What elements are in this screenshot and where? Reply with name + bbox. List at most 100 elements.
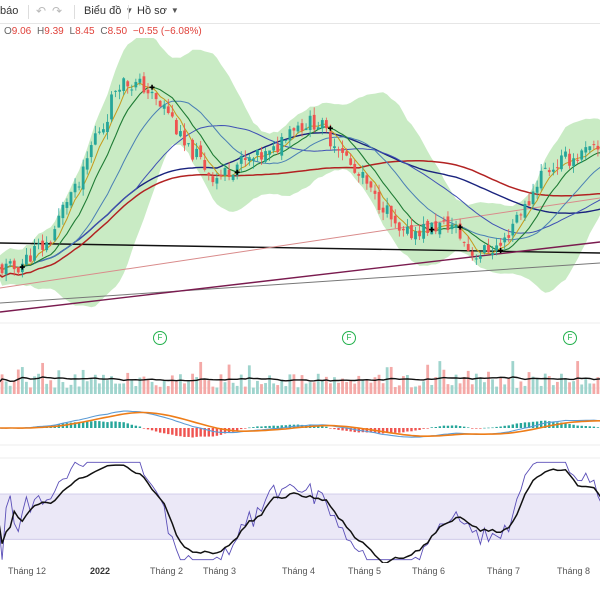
candle-body [495,245,498,251]
macd-histogram-bar [280,425,283,428]
candle-body [239,155,243,164]
rsi-fast-line [0,461,600,561]
macd-histogram-bar [572,424,575,428]
volume-bar [150,381,154,394]
volume-bar [345,382,349,394]
volume-bar [503,384,507,394]
macd-histogram-bar [487,427,490,429]
candle-body [81,166,85,190]
candle-body [361,172,365,178]
volume-bar [499,377,503,394]
redo-icon[interactable]: ↷ [52,4,63,18]
price-chart[interactable] [0,38,600,563]
candle-body [49,242,53,244]
candle-body [341,148,344,153]
volume-bar [187,381,190,394]
volume-bar [478,377,482,394]
macd-histogram-bar [560,422,563,428]
candle-body [349,158,353,165]
candle-body [551,169,555,172]
candle-body [57,215,61,228]
event-badge[interactable]: F [153,331,167,345]
volume-bar [16,369,20,394]
macd-histogram-bar [345,428,348,431]
candle-body [158,100,162,107]
candle-body [0,264,4,274]
volume-bar [49,380,53,394]
macd-histogram-bar [548,421,551,428]
undo-icon[interactable]: ↶ [36,4,47,18]
candle-body [138,78,142,83]
profile-menu[interactable]: Hồ sơ ▼ [137,5,179,17]
macd-histogram-bar [491,427,494,429]
macd-histogram-bar [398,428,401,433]
volume-bar [57,370,61,394]
event-badge[interactable]: F [563,331,577,345]
volume-bar [239,374,243,394]
volume-bar [223,382,227,394]
volume-bar [243,386,247,394]
macd-histogram-bar [503,425,506,428]
volume-bar [341,378,344,394]
volume-bar [8,385,12,394]
macd-histogram-bar [195,428,198,437]
macd-line [0,410,600,438]
bollinger-band [0,38,600,308]
event-badge[interactable]: F [342,331,356,345]
macd-histogram-bar [483,427,486,429]
candle-body [85,158,89,170]
candle-body [410,225,413,239]
macd-histogram-bar [467,427,470,429]
macd-histogram-bar [114,421,117,428]
macd-histogram-bar [126,423,129,428]
x-tick-label: 2022 [90,566,111,576]
rsi-band [0,494,600,540]
macd-histogram-bar [544,420,547,428]
volume-bar [272,383,276,394]
candle-body [357,174,361,176]
macd-histogram-bar [260,426,263,428]
x-tick-label: Tháng 5 [348,566,382,576]
chart-menu[interactable]: Biểu đồ ▼ [84,5,133,17]
volume-bar [251,387,255,394]
candle-body [199,145,203,158]
candle-body [458,223,462,239]
candle-body [203,160,207,170]
volume-bar [410,387,413,394]
volume-bar [333,377,336,394]
candle-body [272,146,276,151]
macd-histogram-bar [317,426,320,428]
volume-bar [142,376,146,394]
candle-body [373,190,377,194]
candle-body [450,224,454,230]
signal-marker [149,84,155,90]
macd-histogram-bar [349,428,352,432]
macd-histogram-bar [402,428,405,433]
volume-bar [491,379,494,394]
volume-bar [515,387,519,394]
volume-bar [547,376,551,394]
volume-bar [85,381,89,394]
volume-bar [316,373,320,394]
volume-bar [73,374,77,394]
volume-bar [199,361,203,394]
candle-body [333,146,336,149]
macd-histogram-bar [361,428,365,433]
volume-bar [4,381,8,394]
candle-body [519,214,523,216]
candle-body [69,192,73,206]
macd-histogram-bar [507,425,510,428]
candle-body [422,223,426,239]
candle-body [527,201,531,206]
volume-bar [592,383,596,394]
macd-histogram-bar [462,426,466,428]
volume-bar [126,372,130,394]
macd-histogram-bar [146,428,150,430]
notice-menu[interactable]: báo [0,5,19,17]
macd-histogram-bar [321,426,324,428]
volume-bar [296,387,300,394]
macd-histogram-bar [252,427,255,428]
volume-bar [211,386,215,394]
low-label: L [69,26,76,37]
candle-body [365,175,369,184]
